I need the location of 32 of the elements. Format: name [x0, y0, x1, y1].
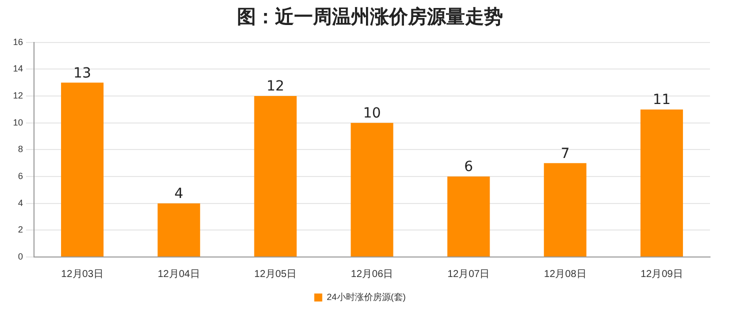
bar [158, 203, 200, 256]
data-label: 6 [464, 159, 474, 176]
x-tick-label: 12月04日 [158, 268, 200, 280]
y-tick-label: 8 [18, 144, 24, 154]
y-tick-label: 14 [12, 64, 24, 74]
bar [544, 163, 586, 256]
y-tick-label: 12 [12, 90, 24, 101]
data-label: 11 [652, 92, 671, 108]
x-tick-label: 12月03日 [61, 268, 104, 280]
x-tick-label: 12月07日 [447, 268, 490, 280]
data-label: 10 [363, 106, 381, 122]
legend-label: 24小时涨价房源(套) [326, 292, 406, 302]
y-tick-label: 0 [18, 251, 24, 262]
bar [61, 82, 104, 256]
bar [254, 96, 297, 256]
bar [640, 109, 683, 256]
y-tick-label: 4 [18, 198, 24, 208]
bar [350, 122, 394, 256]
data-label: 7 [560, 146, 570, 162]
chart-title: 图：近一周温州涨价房源量走势 [236, 5, 504, 30]
data-label: 4 [174, 186, 184, 202]
x-tick-label: 12月06日 [350, 268, 394, 280]
y-tick-label: 16 [12, 36, 24, 47]
y-tick-label: 10 [12, 117, 24, 128]
x-tick-label: 12月05日 [254, 268, 297, 280]
data-label: 12 [266, 78, 284, 95]
x-tick-label: 12月08日 [544, 268, 586, 280]
data-label: 13 [73, 65, 92, 82]
y-tick-label: 6 [18, 171, 24, 182]
y-tick-label: 2 [18, 224, 24, 235]
x-tick-label: 12月09日 [640, 268, 683, 280]
bar [447, 176, 490, 256]
